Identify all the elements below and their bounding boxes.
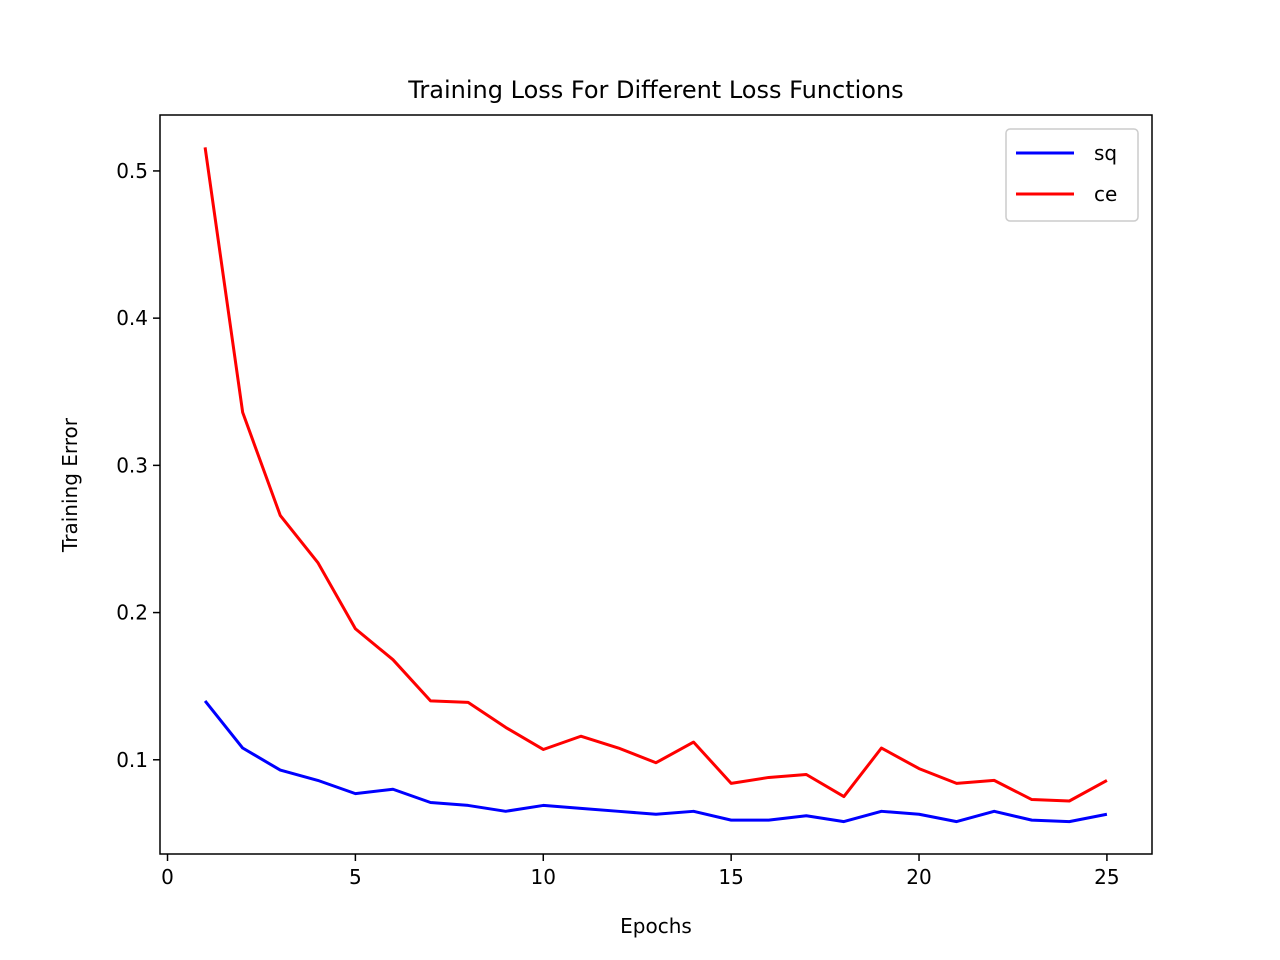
y-tick-label: 0.4 [116, 306, 148, 330]
x-tick-label: 15 [718, 865, 743, 889]
x-tick-label: 10 [531, 865, 556, 889]
legend-label-ce: ce [1094, 182, 1117, 206]
chart-title: Training Loss For Different Loss Functio… [407, 76, 903, 104]
y-axis: 0.1 0.2 0.3 0.4 0.5 [116, 159, 160, 772]
x-tick-label: 20 [906, 865, 931, 889]
y-tick-label: 0.2 [116, 601, 148, 625]
legend-label-sq: sq [1094, 141, 1117, 165]
y-axis-label: Training Error [58, 417, 82, 553]
x-tick-label: 25 [1094, 865, 1119, 889]
legend: sq ce [1005, 128, 1139, 222]
x-tick-label: 5 [349, 865, 362, 889]
series-layer [203, 147, 1108, 824]
legend-box [1005, 128, 1139, 222]
y-tick-label: 0.3 [116, 453, 148, 477]
x-tick-label: 0 [161, 865, 174, 889]
plot-frame [159, 114, 1153, 855]
x-axis: 0 5 10 15 20 25 [161, 854, 1120, 889]
series-line-ce [203, 147, 1108, 803]
y-tick-label: 0.5 [116, 159, 148, 183]
series-line-sq [203, 699, 1108, 824]
y-tick-label: 0.1 [116, 748, 148, 772]
x-axis-label: Epochs [620, 914, 692, 938]
